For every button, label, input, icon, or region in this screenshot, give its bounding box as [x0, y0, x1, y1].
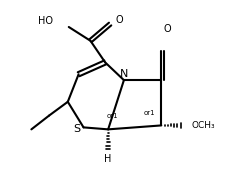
Text: N: N	[120, 69, 128, 79]
Text: HO: HO	[38, 16, 53, 26]
Text: S: S	[73, 124, 80, 134]
Text: H: H	[105, 154, 112, 164]
Text: O: O	[115, 15, 123, 25]
Text: or1: or1	[106, 112, 118, 119]
Text: O: O	[163, 24, 171, 34]
Text: OCH₃: OCH₃	[192, 121, 215, 130]
Text: or1: or1	[144, 110, 155, 116]
